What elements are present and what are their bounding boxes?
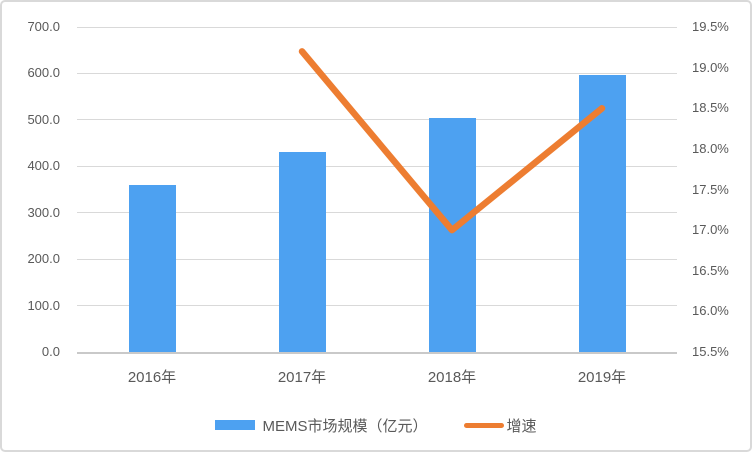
legend-bar-label: MEMS市场规模（亿元） <box>262 417 428 435</box>
legend-line-label: 增速 <box>506 417 537 435</box>
gridline <box>77 72 677 74</box>
legend-item-market-size: MEMS市场规模（亿元） <box>215 415 428 436</box>
gridline <box>77 26 677 28</box>
x-axis-label: 2016年 <box>127 369 177 386</box>
legend: MEMS市场规模（亿元） 增速 <box>2 412 750 438</box>
gridline <box>77 258 677 260</box>
y-axis-left-tick-label: 500.0 <box>27 111 60 127</box>
y-axis-left-tick-label: 200.0 <box>27 251 60 267</box>
bar-2016年 <box>128 184 176 352</box>
y-axis-left-tick-label: 600.0 <box>27 65 60 81</box>
x-axis-label: 2017年 <box>277 369 327 386</box>
y-axis-right-tick-label: 16.5% <box>692 262 729 278</box>
y-axis-left-tick-label: 700.0 <box>27 19 60 34</box>
y-axis-right-tick-label: 18.5% <box>692 100 729 116</box>
bar-2018年 <box>428 118 476 352</box>
y-axis-right-tick-label: 15.5% <box>692 344 729 359</box>
gridline <box>77 305 677 307</box>
legend-item-growth-rate: 增速 <box>463 415 537 436</box>
legend-line-swatch-icon <box>463 422 504 428</box>
bar-2019年 <box>578 75 626 352</box>
y-axis-left-tick-label: 300.0 <box>27 204 60 220</box>
y-axis-left-tick-label: 0.0 <box>41 344 60 359</box>
x-axis-label: 2018年 <box>427 369 477 386</box>
y-axis-right-tick-label: 16.0% <box>692 303 729 319</box>
y-axis-right-tick-label: 19.5% <box>692 19 729 34</box>
y-axis-right-tick-label: 17.0% <box>692 222 729 238</box>
y-axis-left-tick-label: 400.0 <box>27 158 60 174</box>
y-axis-right-tick-label: 17.5% <box>692 181 729 197</box>
x-axis-label: 2019年 <box>577 369 627 386</box>
y-axis-right-tick-label: 18.0% <box>692 140 729 156</box>
bar-2017年 <box>278 152 326 352</box>
y-axis-right-tick-label: 19.0% <box>692 59 729 75</box>
legend-bar-swatch-icon <box>215 420 256 430</box>
gridline <box>77 351 677 354</box>
y-axis-left-tick-label: 100.0 <box>27 297 60 313</box>
